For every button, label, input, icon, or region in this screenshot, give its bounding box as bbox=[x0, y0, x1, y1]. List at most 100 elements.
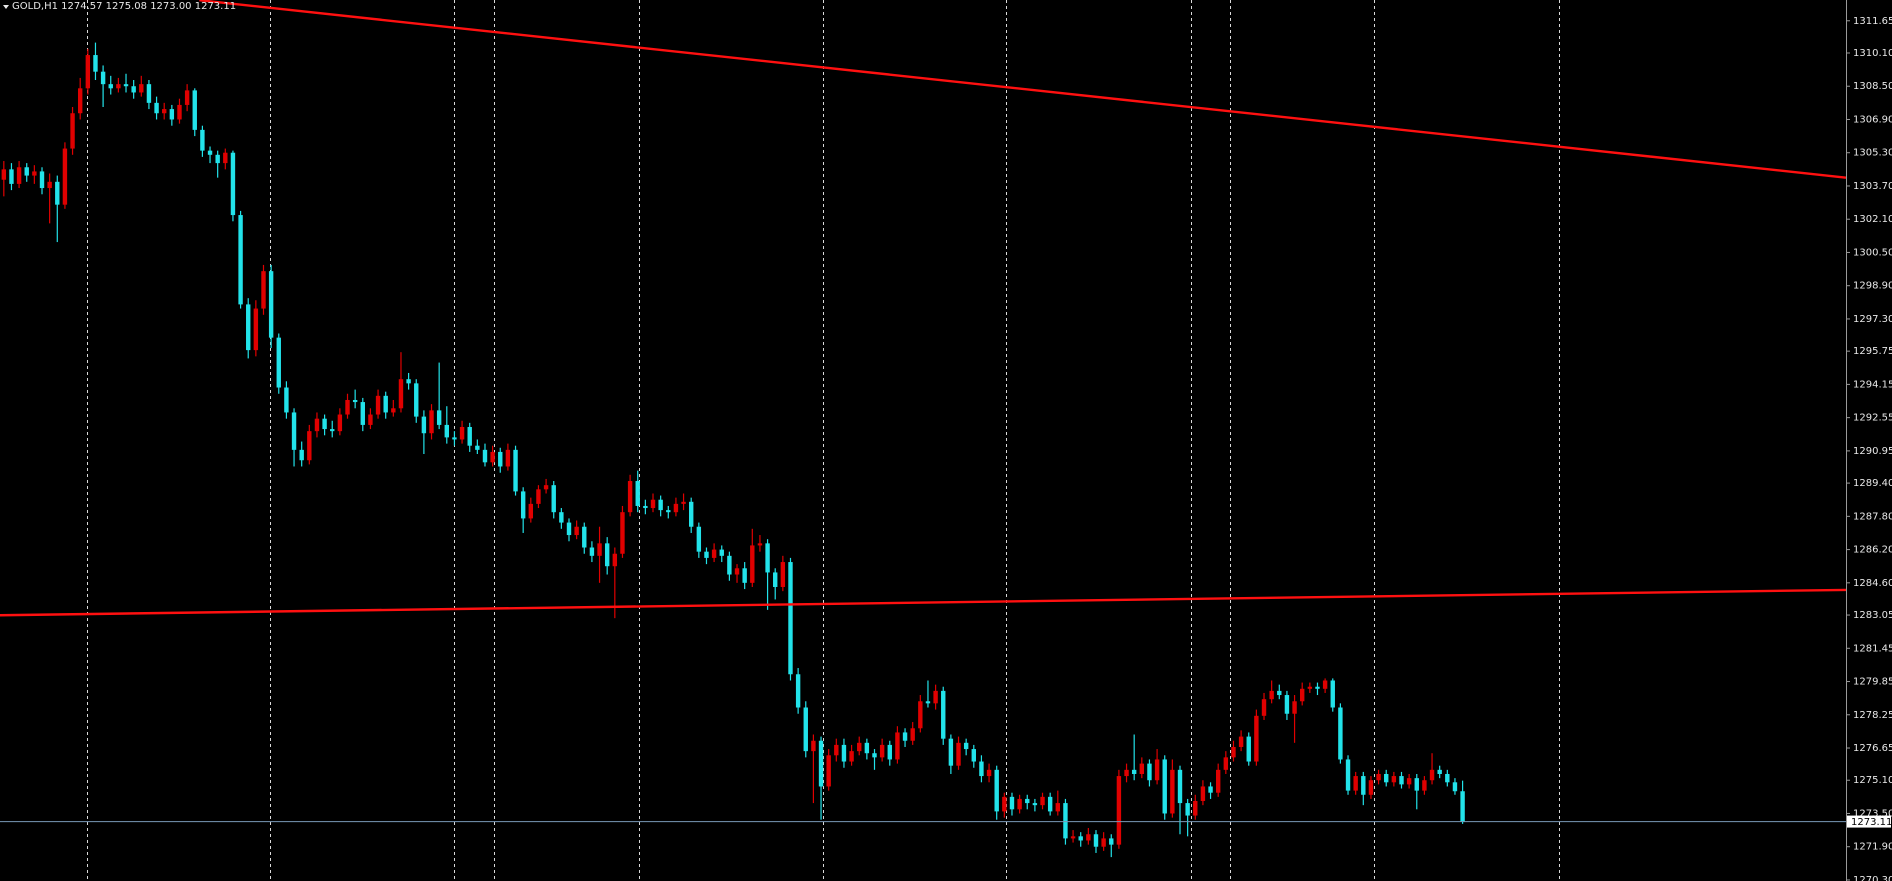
candle-body bbox=[1162, 759, 1167, 814]
candle-body bbox=[406, 379, 411, 384]
candle-body bbox=[925, 701, 931, 704]
candle-body bbox=[253, 308, 259, 351]
current-price-label: 1273.11 bbox=[1851, 817, 1892, 828]
candle-body bbox=[818, 740, 824, 787]
y-tick-label: 1300.50 bbox=[1853, 247, 1892, 258]
candle-body bbox=[291, 412, 297, 450]
y-tick-label: 1297.30 bbox=[1853, 314, 1892, 325]
plot-area bbox=[0, 0, 1847, 881]
candle-body bbox=[9, 169, 14, 184]
candle-body bbox=[398, 379, 404, 409]
candle-body bbox=[459, 426, 465, 440]
candle-body bbox=[322, 418, 327, 430]
candle-body bbox=[246, 304, 251, 351]
candle-body bbox=[1376, 773, 1381, 781]
candle-body bbox=[307, 431, 312, 461]
candle-body bbox=[375, 395, 381, 415]
candle-body bbox=[826, 755, 831, 787]
candle-body bbox=[1131, 769, 1137, 774]
candle-body bbox=[1238, 736, 1244, 747]
candle-body bbox=[1139, 763, 1145, 774]
candle-body bbox=[215, 154, 220, 164]
candle-body bbox=[1147, 763, 1152, 781]
candle-body bbox=[230, 152, 236, 216]
candle-body bbox=[612, 553, 618, 567]
candle-body bbox=[918, 701, 923, 729]
candle-body bbox=[116, 84, 121, 89]
candle-body bbox=[688, 501, 694, 527]
candle-body bbox=[666, 510, 671, 513]
candle-body bbox=[1399, 776, 1404, 785]
candle-body bbox=[711, 549, 717, 558]
candle-body bbox=[207, 150, 213, 155]
candle-body bbox=[1246, 736, 1251, 762]
candle-body bbox=[879, 744, 885, 758]
y-tick-label: 1303.70 bbox=[1853, 181, 1892, 192]
y-tick-label: 1286.20 bbox=[1853, 545, 1892, 556]
candle-body bbox=[1445, 773, 1450, 783]
candle-body bbox=[1437, 769, 1442, 774]
candle-body bbox=[1154, 759, 1160, 781]
candle-body bbox=[635, 481, 640, 506]
candle-body bbox=[643, 505, 648, 509]
candle-body bbox=[1208, 786, 1213, 793]
candle-body bbox=[1261, 699, 1267, 716]
candle-body bbox=[200, 129, 205, 151]
candle-body bbox=[1047, 796, 1053, 812]
candle-body bbox=[941, 690, 946, 739]
y-tick-label: 1298.90 bbox=[1853, 281, 1892, 292]
candle-body bbox=[139, 84, 144, 93]
candle-body bbox=[620, 512, 625, 554]
candle-body bbox=[910, 728, 915, 741]
candle-body bbox=[337, 414, 343, 432]
candle-body bbox=[429, 410, 434, 434]
candle-body bbox=[421, 416, 427, 434]
candle-body bbox=[528, 503, 534, 519]
candle-body bbox=[505, 449, 511, 467]
candle-body bbox=[47, 181, 52, 189]
candle-body bbox=[1086, 834, 1091, 841]
candle-body bbox=[765, 543, 770, 573]
candle-body bbox=[872, 753, 877, 758]
candle-body bbox=[788, 562, 793, 675]
candle-body bbox=[284, 387, 289, 413]
candle-body bbox=[1254, 715, 1259, 762]
candle-body bbox=[1231, 746, 1236, 758]
candle-body bbox=[1116, 776, 1122, 845]
candle-body bbox=[131, 86, 136, 93]
candle-body bbox=[574, 526, 579, 536]
candle-body bbox=[1109, 838, 1114, 845]
candle-body bbox=[1284, 695, 1290, 714]
candle-body bbox=[1406, 778, 1412, 785]
y-tick-label: 1270.30 bbox=[1853, 875, 1892, 881]
candle-body bbox=[1307, 686, 1313, 689]
candle-body bbox=[933, 690, 938, 704]
candle-body bbox=[803, 707, 808, 752]
candle-body bbox=[452, 437, 457, 440]
y-tick-label: 1311.65 bbox=[1853, 16, 1892, 27]
candle-body bbox=[383, 395, 388, 413]
candle-body bbox=[1101, 838, 1106, 847]
candle-body bbox=[963, 742, 969, 750]
y-tick-label: 1295.75 bbox=[1853, 346, 1892, 357]
candle-body bbox=[436, 410, 442, 425]
candle-body bbox=[902, 732, 908, 741]
candle-body bbox=[1452, 782, 1458, 792]
candle-body bbox=[543, 485, 549, 490]
y-tick-label: 1271.90 bbox=[1853, 842, 1892, 853]
candle-body bbox=[330, 429, 335, 432]
candle-body bbox=[681, 501, 686, 504]
candle-body bbox=[513, 449, 518, 492]
candle-body bbox=[849, 751, 854, 762]
y-tick-label: 1287.80 bbox=[1853, 511, 1892, 522]
y-tick-label: 1289.40 bbox=[1853, 478, 1892, 489]
price-axis: 1270.30 1271.90 1273.50 1275.10 1276.65 1278.… bbox=[1846, 16, 1892, 881]
candle-body bbox=[1315, 686, 1320, 689]
candle-body bbox=[1025, 798, 1030, 804]
candle-body bbox=[1002, 796, 1007, 812]
menu-arrow[interactable] bbox=[3, 5, 9, 9]
y-tick-label: 1306.90 bbox=[1853, 114, 1892, 125]
candle-body bbox=[184, 90, 190, 105]
y-tick-label: 1273.50 bbox=[1853, 808, 1892, 819]
